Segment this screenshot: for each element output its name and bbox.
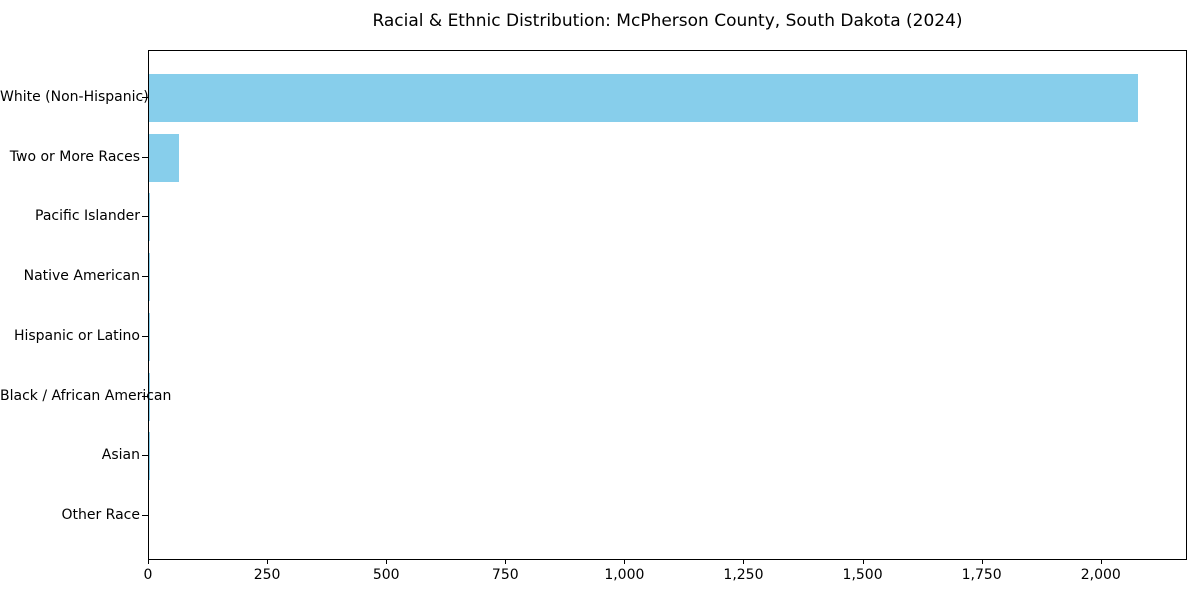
x-tick-label: 1,250 xyxy=(723,567,764,583)
x-tick-mark xyxy=(624,559,626,564)
y-tick-mark xyxy=(142,156,148,158)
x-tick-label: 1,750 xyxy=(961,567,1002,583)
x-tick-mark xyxy=(981,559,983,564)
x-tick-label: 500 xyxy=(372,567,400,583)
x-tick-label: 1,000 xyxy=(604,567,645,583)
y-tick-mark xyxy=(142,276,148,278)
category-label: White (Non-Hispanic) xyxy=(0,89,149,105)
x-tick-mark xyxy=(1100,559,1102,564)
bar-0 xyxy=(149,74,1138,122)
y-tick-mark xyxy=(142,455,148,457)
category-label: Other Race xyxy=(61,506,140,523)
bar-2 xyxy=(149,193,150,242)
bar-4 xyxy=(149,312,150,361)
y-tick-mark xyxy=(142,335,148,337)
y-tick-mark xyxy=(142,97,148,98)
x-tick-label: 0 xyxy=(143,567,153,583)
x-tick-mark xyxy=(505,559,507,564)
y-tick-mark xyxy=(142,216,148,218)
chart-title: Racial & Ethnic Distribution: McPherson … xyxy=(372,11,963,31)
category-label: Native American xyxy=(23,268,140,285)
x-tick-mark xyxy=(267,559,269,564)
x-tick-mark xyxy=(386,559,388,564)
bar-1 xyxy=(149,133,179,182)
x-tick-mark xyxy=(743,559,745,564)
category-label: Two or More Races xyxy=(9,148,140,165)
category-label: Pacific Islander xyxy=(35,208,140,225)
category-label: Hispanic or Latino xyxy=(13,327,140,344)
plot-area xyxy=(148,50,1187,560)
category-label: Asian xyxy=(101,447,140,464)
x-tick-mark xyxy=(862,559,864,564)
bar-3 xyxy=(149,253,150,302)
x-tick-mark xyxy=(148,559,149,564)
y-tick-mark xyxy=(142,514,148,516)
y-tick-mark xyxy=(142,395,148,397)
x-tick-label: 2,000 xyxy=(1080,567,1121,583)
x-tick-label: 750 xyxy=(491,567,519,583)
x-tick-label: 1,500 xyxy=(842,567,883,583)
category-label: Black / African American xyxy=(0,387,172,404)
x-tick-label: 250 xyxy=(253,567,281,583)
